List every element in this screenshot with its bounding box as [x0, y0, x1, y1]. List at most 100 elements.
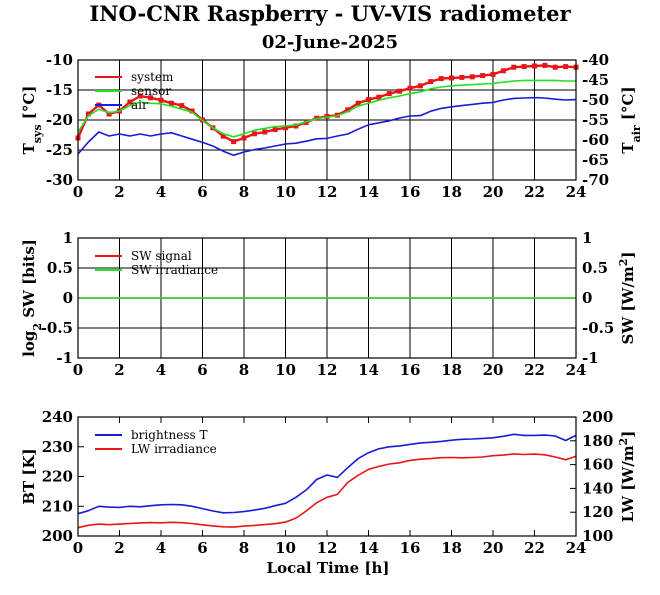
data-point [106, 111, 112, 117]
x-tick-label: 18 [441, 539, 462, 557]
series-line-air [77, 96, 577, 156]
x-tick-label: 22 [524, 539, 545, 557]
legend-label: air [131, 98, 148, 112]
y-left-tick-label: -0.5 [41, 319, 73, 337]
x-tick-label: 6 [197, 539, 207, 557]
x-tick-label: 12 [317, 539, 338, 557]
data-point [542, 62, 548, 68]
x-tick-label: 16 [400, 361, 421, 379]
plot-frame [77, 59, 577, 181]
data-point [563, 64, 569, 70]
y-left-tick-label: -20 [46, 111, 73, 129]
x-tick-label: 10 [275, 183, 296, 201]
y-left-axis-label: BT [K] [20, 448, 38, 504]
y-left-tick-label: 0 [63, 289, 73, 307]
data-point [376, 94, 382, 100]
y-right-tick-label: 0 [582, 289, 592, 307]
data-point [397, 88, 403, 94]
y-right-tick-label: 1 [582, 229, 592, 247]
x-tick-label: 18 [441, 183, 462, 201]
y-right-tick-label: -0.5 [582, 319, 614, 337]
x-tick-label: 8 [239, 183, 249, 201]
y-right-tick-label: -45 [582, 71, 609, 89]
data-point [220, 133, 226, 139]
x-tick-label: 20 [483, 183, 504, 201]
data-point [449, 75, 454, 81]
y-left-tick-label: -25 [46, 141, 73, 159]
panel-temperatures: 0 2 4 6 8 10 12 14 16 18 20 22 24-10-15-20-25-30-40-… [20, 51, 643, 201]
panel-longwave: 0 2 4 6 8 10 12 14 16 18 20 22 242402302202102002001… [20, 408, 637, 557]
x-tick-label: 22 [524, 183, 545, 201]
y-right-tick-label: 180 [582, 432, 613, 450]
data-point [428, 79, 434, 85]
data-point [386, 91, 392, 97]
data-point [272, 127, 278, 133]
y-right-axis-label: LW [W/m2] [617, 431, 638, 523]
x-tick-label: 10 [275, 361, 296, 379]
y-left-tick-label: 210 [42, 497, 73, 515]
x-tick-label: 0 [73, 361, 83, 379]
x-tick-label: 16 [400, 539, 421, 557]
x-tick-label: 12 [317, 183, 338, 201]
data-point [490, 71, 496, 77]
x-tick-label: 24 [566, 361, 587, 379]
x-tick-label: 6 [197, 183, 207, 201]
x-tick-label: 4 [156, 361, 166, 379]
legend-label: system [131, 70, 174, 84]
data-point [189, 108, 195, 114]
y-left-tick-label: 230 [42, 438, 73, 456]
y-right-tick-label: 160 [582, 456, 613, 474]
legend-label: brightness T [131, 428, 207, 442]
data-point [241, 135, 247, 141]
x-tick-label: 0 [73, 183, 83, 201]
y-right-tick-label: -40 [582, 51, 609, 69]
x-tick-label: 4 [156, 183, 166, 201]
panel-shortwave: 0 2 4 6 8 10 12 14 16 18 20 22 2410.50-0.5-110.50-0.… [20, 229, 637, 379]
x-tick-label: 14 [358, 361, 379, 379]
legend-label: SW irradiance [131, 263, 218, 277]
y-right-tick-label: -1 [582, 349, 599, 367]
data-point [552, 64, 558, 70]
data-point [262, 129, 268, 135]
data-point [231, 139, 237, 145]
data-point [355, 100, 361, 106]
data-point [417, 83, 423, 89]
x-tick-label: 2 [114, 361, 124, 379]
x-tick-label: 16 [400, 183, 421, 201]
plot-frame [77, 237, 577, 359]
figure-subtitle: 02-June-2025 [262, 32, 398, 53]
legend-label: SW signal [131, 249, 192, 263]
y-right-tick-label: -65 [582, 151, 609, 169]
x-tick-label: 0 [73, 539, 83, 557]
x-tick-label: 10 [275, 539, 296, 557]
y-left-axis-label: log2 SW [bits] [20, 239, 44, 357]
x-tick-label: 2 [114, 539, 124, 557]
data-point [511, 64, 517, 70]
y-left-tick-label: 220 [42, 468, 73, 486]
y-right-tick-label: 140 [582, 479, 613, 497]
y-left-tick-label: -1 [56, 349, 73, 367]
y-right-tick-label: -50 [582, 91, 609, 109]
data-point [532, 63, 537, 69]
data-point [366, 97, 371, 103]
data-point [521, 64, 527, 70]
data-point [127, 99, 133, 105]
series-line-lw-irradiance [77, 453, 577, 529]
y-right-tick-label: 0.5 [582, 259, 608, 277]
x-tick-label: 8 [239, 361, 249, 379]
y-left-tick-label: -30 [46, 171, 73, 189]
data-point [500, 68, 506, 74]
data-point [251, 131, 257, 137]
x-tick-label: 12 [317, 361, 338, 379]
data-point [168, 100, 174, 106]
x-tick-label: 6 [197, 361, 207, 379]
series-line-brightness-t [77, 433, 577, 515]
y-right-axis-label: SW [W/m2] [617, 252, 638, 345]
data-point [345, 107, 351, 113]
plot-frame [77, 416, 577, 537]
data-point [469, 74, 475, 80]
y-left-tick-label: 1 [63, 229, 73, 247]
data-point [480, 73, 486, 79]
panels: 0 2 4 6 8 10 12 14 16 18 20 22 24-10-15-20-25-30-40-… [20, 51, 643, 557]
legend-label: LW irradiance [131, 442, 217, 456]
